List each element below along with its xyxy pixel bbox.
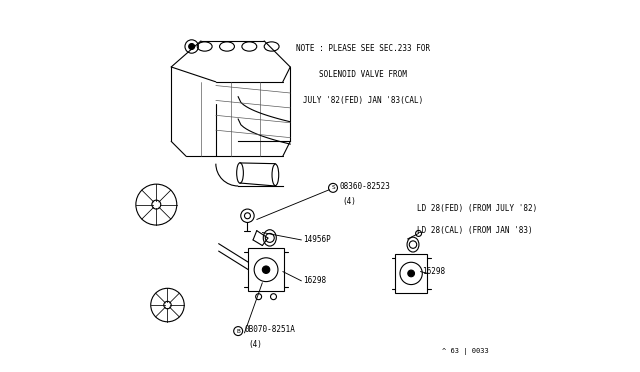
Text: LD 28(FED) (FROM JULY '82): LD 28(FED) (FROM JULY '82) <box>417 204 537 213</box>
Text: 16298: 16298 <box>303 276 326 285</box>
Text: NOTE : PLEASE SEE SEC.233 FOR: NOTE : PLEASE SEE SEC.233 FOR <box>296 44 430 53</box>
Text: 0B070-8251A: 0B070-8251A <box>244 326 295 334</box>
Text: ^ 63 | 0033: ^ 63 | 0033 <box>442 348 488 355</box>
FancyBboxPatch shape <box>396 254 427 293</box>
Text: (4): (4) <box>343 198 356 206</box>
Text: S: S <box>331 185 335 190</box>
Text: SOLENOID VALVE FROM: SOLENOID VALVE FROM <box>319 70 406 79</box>
Circle shape <box>262 266 270 273</box>
Text: LD 28(CAL) (FROM JAN '83): LD 28(CAL) (FROM JAN '83) <box>417 226 532 235</box>
Text: 16298: 16298 <box>422 267 445 276</box>
Text: (4): (4) <box>248 340 262 349</box>
Text: 14956P: 14956P <box>303 235 331 244</box>
Text: B: B <box>236 328 240 334</box>
Circle shape <box>189 44 195 49</box>
Text: JULY '82(FED) JAN '83(CAL): JULY '82(FED) JAN '83(CAL) <box>303 96 423 105</box>
Text: 08360-82523: 08360-82523 <box>339 182 390 190</box>
FancyBboxPatch shape <box>248 248 284 291</box>
Circle shape <box>408 270 415 277</box>
